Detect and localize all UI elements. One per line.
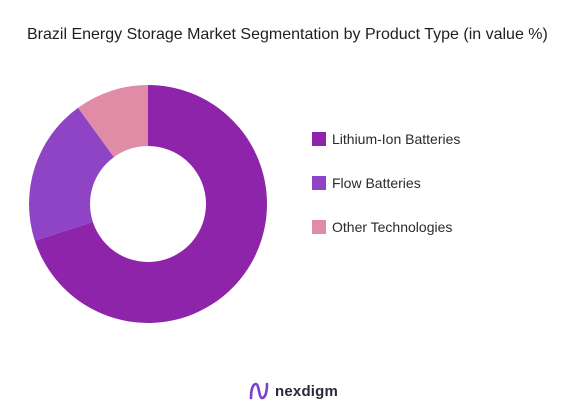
- chart-legend: Lithium-Ion Batteries Flow Batteries Oth…: [312, 128, 460, 260]
- donut-slice-other-technologies: [78, 85, 148, 158]
- legend-item-flow-batteries: Flow Batteries: [312, 172, 460, 194]
- legend-swatch-other-technologies: [312, 220, 326, 234]
- brand-name: nexdigm: [275, 382, 339, 400]
- legend-swatch-lithium-ion: [312, 132, 326, 146]
- chart-title: Brazil Energy Storage Market Segmentatio…: [27, 26, 548, 43]
- legend-label-lithium-ion: Lithium-Ion Batteries: [332, 131, 461, 147]
- donut-slice-flow-batteries: [28, 107, 114, 241]
- brand-footer: nexdigm: [248, 381, 338, 401]
- legend-label-flow-batteries: Flow Batteries: [332, 175, 421, 191]
- legend-item-other-technologies: Other Technologies: [312, 216, 460, 238]
- nexdigm-logo-icon: [249, 382, 269, 400]
- legend-swatch-flow-batteries: [312, 176, 326, 190]
- donut-slice-lithium-ion: [34, 85, 267, 324]
- legend-item-lithium-ion: Lithium-Ion Batteries: [312, 128, 460, 150]
- legend-label-other-technologies: Other Technologies: [332, 219, 453, 235]
